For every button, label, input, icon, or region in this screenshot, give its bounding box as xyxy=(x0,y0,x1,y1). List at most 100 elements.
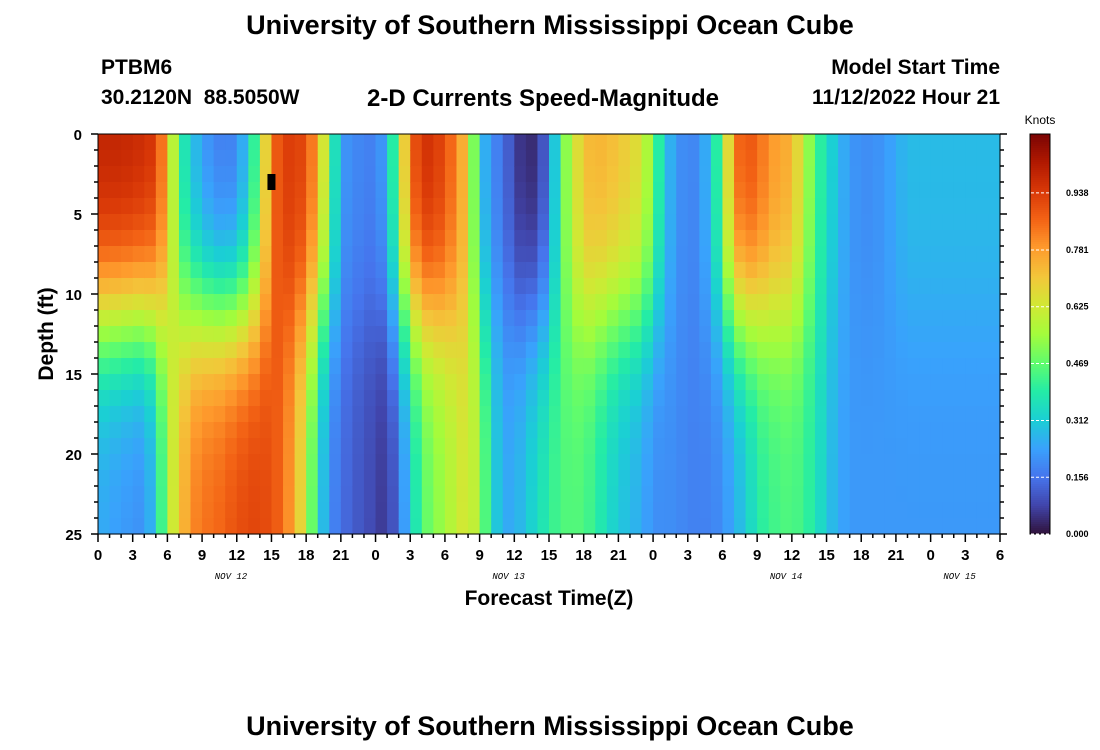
heatmap-cell xyxy=(468,230,481,247)
heatmap-cell xyxy=(988,406,1001,423)
heatmap-cell xyxy=(838,230,851,247)
heatmap-cell xyxy=(826,406,839,423)
heatmap-cell xyxy=(259,454,273,471)
colorbar-segment xyxy=(1030,496,1050,499)
heatmap-cell xyxy=(340,486,354,503)
heatmap-cell xyxy=(803,278,816,295)
heatmap-cell xyxy=(965,198,978,215)
heatmap-cell xyxy=(618,358,631,375)
heatmap-cell xyxy=(699,278,712,295)
colorbar-segment xyxy=(1030,480,1050,483)
heatmap-cell xyxy=(930,326,943,343)
heatmap-cell xyxy=(919,422,932,439)
colorbar-segment xyxy=(1030,416,1050,419)
heatmap-cell xyxy=(259,358,273,375)
heatmap-cell xyxy=(583,246,596,263)
heatmap-cell xyxy=(352,166,365,183)
heatmap-cell xyxy=(849,406,862,423)
station-coordinates: 30.2120N 88.5050W xyxy=(101,86,300,109)
heatmap-cell xyxy=(942,438,955,455)
heatmap-cell xyxy=(294,294,307,311)
heatmap-cell xyxy=(144,470,157,487)
heatmap-cell xyxy=(248,214,261,231)
heatmap-cell xyxy=(664,454,677,471)
heatmap-cell xyxy=(387,438,400,455)
heatmap-cell xyxy=(676,358,689,375)
heatmap-cell xyxy=(687,166,700,183)
heatmap-cell xyxy=(363,134,377,151)
heatmap-cell xyxy=(791,262,805,279)
heatmap-cell xyxy=(329,166,342,183)
heatmap-cell xyxy=(549,470,562,487)
heatmap-cell xyxy=(780,214,793,231)
heatmap-cell xyxy=(514,310,527,327)
colorbar-segment xyxy=(1030,188,1050,191)
heatmap-cell xyxy=(653,230,666,247)
heatmap-cell xyxy=(560,438,573,455)
heatmap-cell xyxy=(202,422,215,439)
heatmap-cell xyxy=(907,438,920,455)
heatmap-cell xyxy=(375,134,388,151)
heatmap-cell xyxy=(398,294,411,311)
heatmap-cell xyxy=(826,182,839,199)
heatmap-cell xyxy=(838,294,851,311)
heatmap-cell xyxy=(225,246,238,263)
colorbar-segment xyxy=(1030,342,1050,345)
heatmap-cell xyxy=(768,406,781,423)
heatmap-cell xyxy=(387,422,400,439)
heatmap-cell xyxy=(317,438,330,455)
colorbar-unit-label: Knots xyxy=(1025,113,1056,127)
heatmap-cell xyxy=(306,278,319,295)
colorbar-segment xyxy=(1030,372,1050,375)
heatmap-cell xyxy=(560,486,573,503)
heatmap-cell xyxy=(549,150,562,167)
heatmap-cell xyxy=(294,470,307,487)
colorbar-segment xyxy=(1030,436,1050,439)
y-tick-label: 5 xyxy=(74,207,82,224)
heatmap-cell xyxy=(144,134,157,151)
heatmap-cell xyxy=(953,358,966,375)
heatmap-cell xyxy=(167,310,180,327)
heatmap-cell xyxy=(560,358,573,375)
heatmap-cell xyxy=(271,374,284,391)
heatmap-cell xyxy=(514,470,527,487)
heatmap-cell xyxy=(236,310,249,327)
heatmap-cell xyxy=(722,454,735,471)
heatmap-cell xyxy=(549,246,562,263)
heatmap-cell xyxy=(387,182,400,199)
heatmap-cell xyxy=(988,246,1001,263)
heatmap-cell xyxy=(884,486,897,503)
heatmap-cell xyxy=(375,342,388,359)
heatmap-cell xyxy=(653,150,666,167)
heatmap-cell xyxy=(710,422,724,439)
colorbar-segment xyxy=(1030,462,1050,465)
colorbar-segment xyxy=(1030,212,1050,215)
heatmap-cell xyxy=(537,214,550,231)
heatmap-cell xyxy=(965,278,978,295)
heatmap-cell xyxy=(190,342,203,359)
heatmap-cell xyxy=(942,182,955,199)
heatmap-cell xyxy=(456,278,469,295)
heatmap-cell xyxy=(768,502,781,519)
heatmap-cell xyxy=(421,518,434,535)
heatmap-cell xyxy=(861,246,874,263)
heatmap-cell xyxy=(167,150,180,167)
heatmap-cell xyxy=(988,486,1001,503)
heatmap-cell xyxy=(734,358,747,375)
heatmap-cell xyxy=(444,470,458,487)
heatmap-cell xyxy=(988,502,1001,519)
heatmap-cell xyxy=(583,486,596,503)
heatmap-cell xyxy=(595,198,608,215)
heatmap-cell xyxy=(248,390,261,407)
heatmap-cell xyxy=(757,486,770,503)
heatmap-cell xyxy=(664,502,677,519)
heatmap-cell xyxy=(178,406,192,423)
heatmap-cell xyxy=(352,214,365,231)
x-tick-label: 0 xyxy=(926,547,934,564)
heatmap-cell xyxy=(803,374,816,391)
heatmap-cell xyxy=(549,422,562,439)
heatmap-cell xyxy=(676,310,689,327)
heatmap-cell xyxy=(421,438,434,455)
heatmap-cell xyxy=(641,374,654,391)
heatmap-cell xyxy=(479,198,492,215)
